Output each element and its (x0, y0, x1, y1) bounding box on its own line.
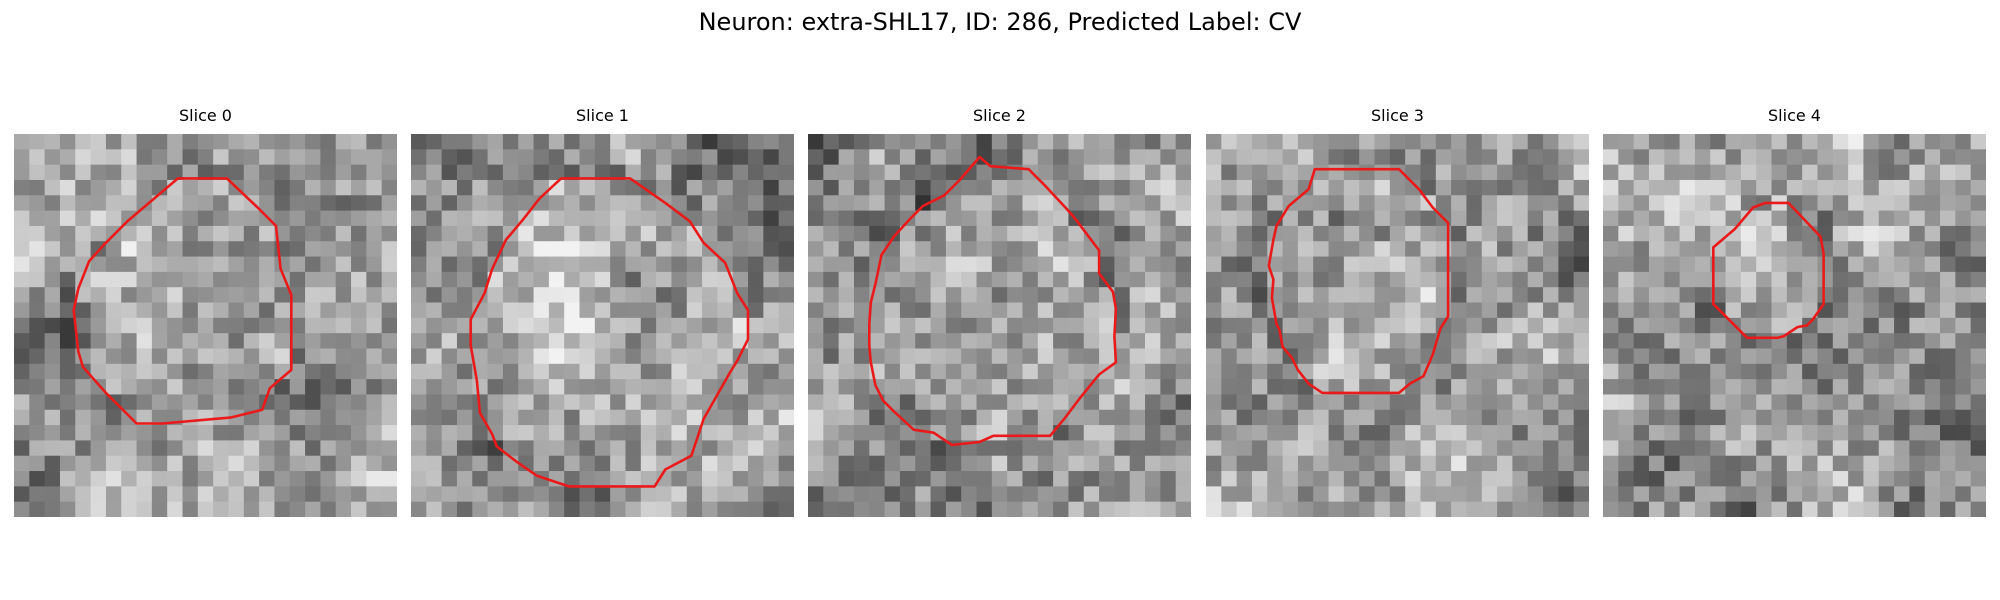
slice-image-1 (411, 134, 794, 517)
noise-grid-3 (1206, 134, 1589, 517)
contour-outline-3 (1267, 167, 1450, 395)
slice-panel-0: Slice 0 (14, 106, 397, 523)
slice-panel-3: Slice 3 (1206, 106, 1589, 523)
contour-outline-2 (867, 155, 1118, 447)
slice-panel-2: Slice 2 (808, 106, 1191, 523)
noise-grid-4 (1603, 134, 1986, 517)
slice-panel-1: Slice 1 (411, 106, 794, 523)
slice-title-4: Slice 4 (1768, 106, 1821, 125)
noise-grid-0 (14, 134, 397, 517)
slice-image-4 (1603, 134, 1986, 517)
slice-title-3: Slice 3 (1371, 106, 1424, 125)
slice-title-1: Slice 1 (576, 106, 629, 125)
slice-title-2: Slice 2 (973, 106, 1026, 125)
noise-grid-2 (808, 134, 1191, 517)
slice-image-0 (14, 134, 397, 517)
figure-title: Neuron: extra-SHL17, ID: 286, Predicted … (698, 8, 1302, 36)
contour-outline-0 (72, 177, 293, 425)
noise-grid-1 (411, 134, 794, 517)
contour-outline-1 (469, 177, 750, 488)
slice-image-3 (1206, 134, 1589, 517)
slice-panel-4: Slice 4 (1603, 106, 1986, 523)
slice-image-2 (808, 134, 1191, 517)
slice-title-0: Slice 0 (179, 106, 232, 125)
contour-outline-4 (1712, 201, 1825, 340)
